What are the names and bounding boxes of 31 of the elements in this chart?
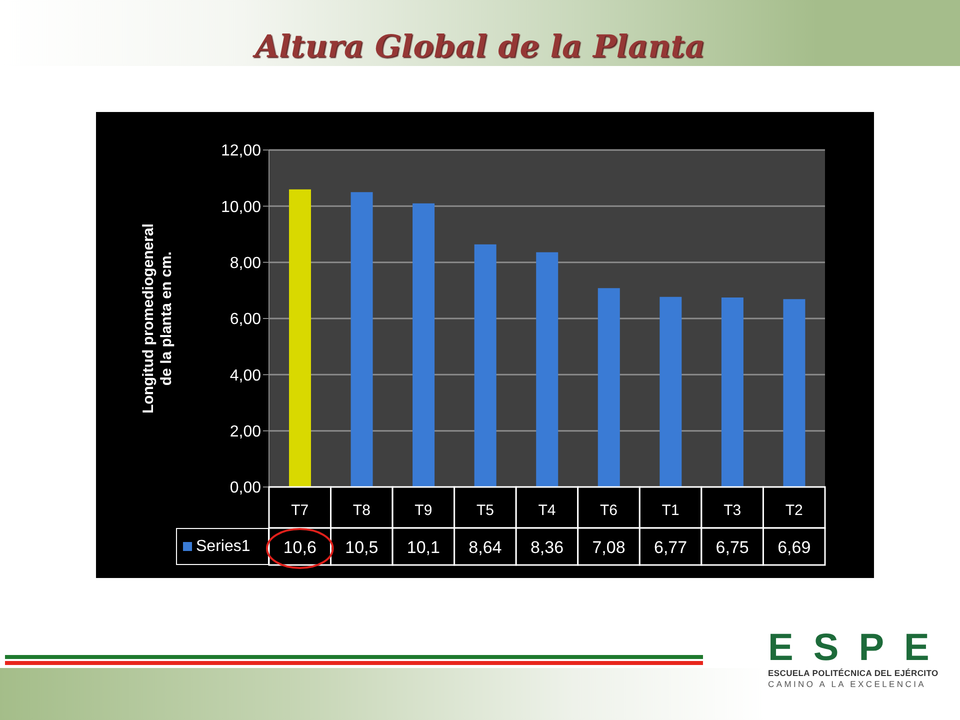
chart-title: Altura Global de la Planta: [254, 29, 706, 65]
data-label: 10,5: [345, 538, 378, 557]
x-tick-label: T6: [600, 502, 618, 519]
data-label: 6,75: [716, 538, 749, 557]
y-tick-label: 0,00: [230, 480, 262, 497]
data-label: 7,08: [592, 538, 626, 557]
data-label: 10,6: [283, 538, 316, 557]
y-axis-title: Longitud promediogeneral de la planta en cm.: [140, 224, 175, 414]
text: ESPE: [768, 627, 950, 669]
data-label: 8,36: [530, 538, 564, 557]
y-tick-label: 6,00: [230, 311, 262, 328]
y-tick-label: 10,00: [220, 198, 262, 216]
text: ESCUELA POLITÉCNICA DEL EJÉRCITO: [768, 668, 938, 678]
text: CAMINO A LA EXCELENCIA: [768, 679, 926, 689]
data-label: 10,1: [406, 538, 440, 557]
x-tick-label: T1: [662, 502, 680, 519]
data-label: 6,77: [654, 538, 688, 557]
data-label: 8,64: [468, 538, 502, 557]
y-tick-label: 2,00: [230, 424, 262, 441]
x-tick-label: T7: [291, 502, 309, 519]
x-tick-label: T8: [352, 502, 370, 519]
y-tick-label: 8,00: [230, 255, 262, 272]
legend-label: Series1: [196, 538, 250, 554]
x-tick-label: T2: [785, 502, 803, 519]
x-tick-label: T9: [414, 502, 432, 519]
data-label: 6,69: [778, 538, 811, 557]
x-tick-label: T4: [538, 502, 556, 519]
x-tick-label: T3: [724, 502, 742, 519]
y-tick-label: 4,00: [230, 367, 262, 384]
y-tick-label: 12,00: [220, 142, 262, 160]
x-tick-label: T5: [476, 502, 494, 519]
